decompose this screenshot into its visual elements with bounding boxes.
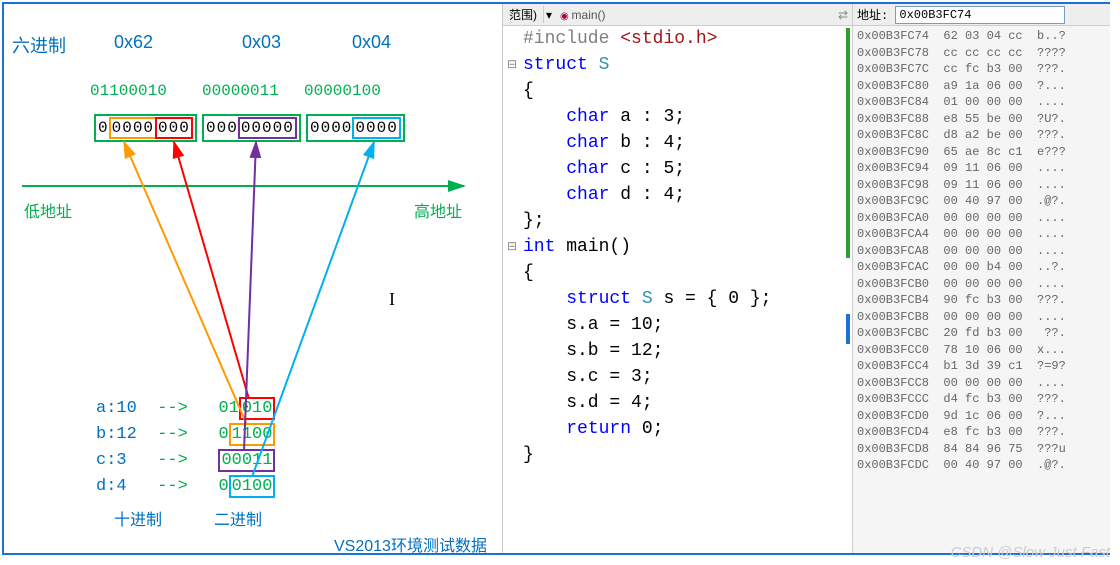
- memory-toolbar: 地址:: [853, 4, 1110, 26]
- byte-box-1: 00000000: [202, 114, 301, 142]
- code-line: struct S: [523, 52, 852, 78]
- code-line: };: [523, 208, 852, 234]
- watermark: CSDN @Slow Just Fast: [951, 544, 1110, 561]
- memory-row: 0x00B3FC8C d8 a2 be 00 ???.: [857, 127, 1106, 144]
- code-line: int main(): [523, 234, 852, 260]
- memory-row: 0x00B3FC78 cc cc cc cc ????: [857, 45, 1106, 62]
- memory-row: 0x00B3FCBC 20 fd b3 00 ??.: [857, 325, 1106, 342]
- addr-low: 低地址: [24, 198, 72, 222]
- fold-icon[interactable]: ⊟: [505, 234, 519, 260]
- byte-box-0: 00000000: [94, 114, 197, 142]
- addr-input[interactable]: [895, 6, 1065, 24]
- code-line: #include <stdio.h>: [523, 26, 852, 52]
- memory-row: 0x00B3FCB8 00 00 00 00 ....: [857, 309, 1106, 326]
- var-c: c:3 --> 00011: [96, 451, 275, 470]
- var-d: d:4 --> 00100: [96, 477, 275, 496]
- bin-val-2: 00000100: [304, 82, 381, 100]
- memory-row: 0x00B3FCC8 00 00 00 00 ....: [857, 375, 1106, 392]
- memory-row: 0x00B3FC90 65 ae 8c c1 e???: [857, 144, 1106, 161]
- fold-icon[interactable]: ⊟: [505, 52, 519, 78]
- memory-row: 0x00B3FCAC 00 00 b4 00 ..?.: [857, 259, 1106, 276]
- memory-row: 0x00B3FC74 62 03 04 cc b..?: [857, 28, 1106, 45]
- code-line: char c : 5;: [523, 156, 852, 182]
- bin-label: 二进制: [214, 506, 262, 530]
- sync-icon[interactable]: ⇄: [834, 8, 852, 22]
- addr-label: 地址:: [857, 6, 888, 23]
- memory-row: 0x00B3FCD0 9d 1c 06 00 ?...: [857, 408, 1106, 425]
- code-line: {: [523, 78, 852, 104]
- memory-row: 0x00B3FC80 a9 1a 06 00 ?...: [857, 78, 1106, 95]
- memory-row: 0x00B3FC88 e8 55 be 00 ?U?.: [857, 111, 1106, 128]
- hex-val-2: 0x04: [352, 32, 391, 53]
- code-line: return 0;: [523, 416, 852, 442]
- code-line: {: [523, 260, 852, 286]
- func-dropdown[interactable]: main(): [554, 8, 612, 22]
- dec-label: 十进制: [114, 506, 162, 530]
- memory-row: 0x00B3FCD4 e8 fc b3 00 ???.: [857, 424, 1106, 441]
- code-line: s.a = 10;: [523, 312, 852, 338]
- byte-box-2: 00000000: [306, 114, 405, 142]
- var-b: b:12 --> 01100: [96, 425, 275, 444]
- code-line: s.d = 4;: [523, 390, 852, 416]
- memory-row: 0x00B3FC7C cc fc b3 00 ???.: [857, 61, 1106, 78]
- hex-val-1: 0x03: [242, 32, 281, 53]
- code-breadcrumb[interactable]: 范围) ▾ main() ⇄: [503, 4, 852, 26]
- hex-val-0: 0x62: [114, 32, 153, 53]
- hex-title: 六进制: [12, 32, 66, 58]
- memory-row: 0x00B3FC98 09 11 06 00 ....: [857, 177, 1106, 194]
- text-cursor: I: [389, 289, 395, 310]
- memory-row: 0x00B3FCA0 00 00 00 00 ....: [857, 210, 1106, 227]
- code-line: char d : 4;: [523, 182, 852, 208]
- memory-panel: 地址: 0x00B3FC74 62 03 04 cc b..?0x00B3FC7…: [852, 4, 1110, 553]
- bin-val-0: 01100010: [90, 82, 167, 100]
- memory-row: 0x00B3FCC4 b1 3d 39 c1 ?=9?: [857, 358, 1106, 375]
- code-body[interactable]: #include <stdio.h>⊟struct S{ char a : 3;…: [503, 26, 852, 468]
- addr-high: 高地址: [414, 198, 462, 222]
- memory-row: 0x00B3FC94 09 11 06 00 ....: [857, 160, 1106, 177]
- bin-val-1: 00000011: [202, 82, 279, 100]
- var-a: a:10 --> 01010: [96, 399, 275, 418]
- code-panel: 范围) ▾ main() ⇄ #include <stdio.h>⊟struct…: [502, 4, 852, 553]
- memory-row: 0x00B3FCCC d4 fc b3 00 ???.: [857, 391, 1106, 408]
- memory-rows[interactable]: 0x00B3FC74 62 03 04 cc b..?0x00B3FC78 cc…: [853, 26, 1110, 476]
- memory-row: 0x00B3FCA8 00 00 00 00 ....: [857, 243, 1106, 260]
- vs-label: VS2013环境测试数据: [334, 532, 487, 556]
- main-frame: 六进制 0x62 0x03 0x04 01100010 00000011 000…: [2, 2, 1110, 555]
- memory-row: 0x00B3FCD8 84 84 96 75 ???u: [857, 441, 1106, 458]
- diagram-panel: 六进制 0x62 0x03 0x04 01100010 00000011 000…: [4, 4, 502, 553]
- memory-row: 0x00B3FCA4 00 00 00 00 ....: [857, 226, 1106, 243]
- code-line: char a : 3;: [523, 104, 852, 130]
- scope-dropdown[interactable]: 范围): [503, 6, 544, 23]
- memory-row: 0x00B3FCDC 00 40 97 00 .@?.: [857, 457, 1106, 474]
- memory-row: 0x00B3FCC0 78 10 06 00 x...: [857, 342, 1106, 359]
- memory-row: 0x00B3FCB0 00 00 00 00 ....: [857, 276, 1106, 293]
- memory-row: 0x00B3FC9C 00 40 97 00 .@?.: [857, 193, 1106, 210]
- code-line: char b : 4;: [523, 130, 852, 156]
- code-line: }: [523, 442, 852, 468]
- code-line: s.b = 12;: [523, 338, 852, 364]
- code-line: s.c = 3;: [523, 364, 852, 390]
- code-line: struct S s = { 0 };: [523, 286, 852, 312]
- memory-row: 0x00B3FC84 01 00 00 00 ....: [857, 94, 1106, 111]
- memory-row: 0x00B3FCB4 90 fc b3 00 ???.: [857, 292, 1106, 309]
